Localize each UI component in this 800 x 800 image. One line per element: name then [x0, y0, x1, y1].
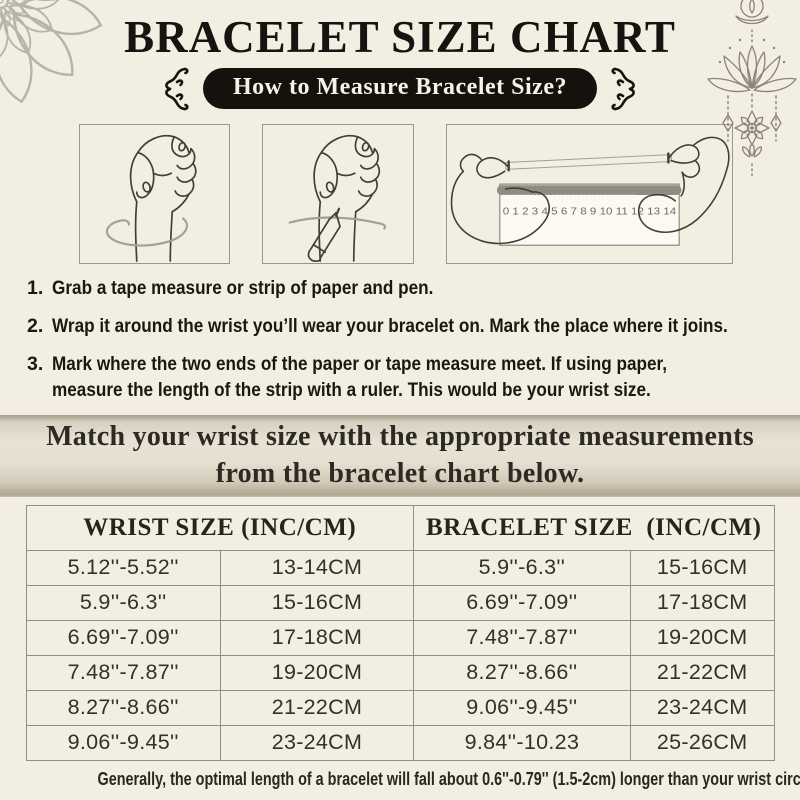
wrist-cm-cell: 17-18CM — [219, 619, 414, 656]
instruction-text: Grab a tape measure or strip of paper an… — [52, 276, 434, 299]
bracelet-inch-cell: 6.69''-7.09'' — [412, 584, 631, 621]
flourish-left-icon — [165, 67, 189, 111]
bracelet-cm-cell: 23-24CM — [629, 689, 775, 726]
bracelet-cm-cell: 25-26CM — [629, 724, 775, 761]
illustration-wrap-wrist — [79, 123, 230, 264]
table-row: 8.27''-8.66'' 21-22CM 9.06''-9.45'' 23-2… — [25, 689, 775, 726]
page-title: BRACELET SIZE CHART — [124, 12, 676, 62]
size-table: WRIST SIZE (INC/CM) BRACELET SIZE (INC/C… — [25, 504, 775, 761]
bracelet-cm-cell: 19-20CM — [629, 619, 775, 656]
hand-with-tape-illustration — [105, 134, 197, 262]
bracelet-inch-cell: 7.48''-7.87'' — [412, 619, 631, 656]
bracelet-cm-cell: 15-16CM — [629, 549, 775, 586]
wrist-cm-cell: 21-22CM — [219, 689, 414, 726]
wrist-cm-cell: 23-24CM — [219, 724, 414, 761]
wrist-cm-cell: 19-20CM — [219, 654, 414, 691]
table-row: 9.06''-9.45'' 23-24CM 9.84''-10.23 25-26… — [25, 724, 775, 761]
match-size-banner: Match your wrist size with the appropria… — [0, 414, 800, 497]
hand-with-pen-illustration — [288, 134, 387, 262]
wrist-inch-cell: 6.69''-7.09'' — [25, 619, 221, 656]
wrist-cm-cell: 15-16CM — [219, 584, 414, 621]
footer-note: Generally, the optimal length of a brace… — [0, 769, 800, 790]
instruction-text: Mark where the two ends of the paper or … — [52, 352, 668, 401]
how-to-measure-pill[interactable]: How to Measure Bracelet Size? — [203, 68, 597, 110]
bracelet-size-header: BRACELET SIZE (INC/CM) — [412, 504, 775, 551]
subtitle-row: How to Measure Bracelet Size? — [0, 67, 800, 111]
bracelet-cm-cell: 17-18CM — [629, 584, 775, 621]
illustration-measure-ruler: 0 1 2 3 4 5 6 7 8 9 10 11 12 13 14 — [446, 123, 733, 264]
table-row: 7.48''-7.87'' 19-20CM 8.27''-8.66'' 21-2… — [25, 654, 775, 691]
bracelet-inch-cell: 9.06''-9.45'' — [412, 689, 631, 726]
instruction-text: Wrap it around the wrist you’ll wear you… — [52, 314, 728, 337]
bracelet-inch-cell: 8.27''-8.66'' — [412, 654, 631, 691]
illustration-mark-wrist — [262, 123, 414, 264]
illustration-row: 0 1 2 3 4 5 6 7 8 9 10 11 12 13 14 — [79, 123, 800, 264]
flourish-right-icon — [611, 67, 635, 111]
instruction-number: 3. — [27, 352, 44, 375]
table-row: 5.12''-5.52'' 13-14CM 5.9''-6.3'' 15-16C… — [25, 549, 775, 586]
hands-with-ruler-illustration: 0 1 2 3 4 5 6 7 8 9 10 11 12 13 14 — [450, 136, 730, 246]
bracelet-cm-cell: 21-22CM — [629, 654, 775, 691]
table-row: 6.69''-7.09'' 17-18CM 7.48''-7.87'' 19-2… — [25, 619, 775, 656]
table-row: 5.9''-6.3'' 15-16CM 6.69''-7.09'' 17-18C… — [25, 584, 775, 621]
table-header-row: WRIST SIZE (INC/CM) BRACELET SIZE (INC/C… — [25, 504, 775, 551]
wrist-inch-cell: 5.9''-6.3'' — [25, 584, 221, 621]
wrist-size-header: WRIST SIZE (INC/CM) — [25, 504, 414, 551]
wrist-inch-cell: 7.48''-7.87'' — [25, 654, 221, 691]
banner-line-2: from the bracelet chart below. — [215, 457, 585, 489]
footer-note-text: Generally, the optimal length of a brace… — [97, 768, 800, 789]
instruction-item-2: 2. Wrap it around the wrist you’ll wear … — [27, 313, 782, 339]
wrist-inch-cell: 9.06''-9.45'' — [25, 724, 221, 761]
ruler-numbers: 0 1 2 3 4 5 6 7 8 9 10 11 12 13 14 — [503, 206, 677, 217]
wrist-inch-cell: 5.12''-5.52'' — [25, 549, 221, 586]
instruction-item-3: 3. Mark where the two ends of the paper … — [27, 351, 782, 403]
instruction-item-1: 1. Grab a tape measure or strip of paper… — [27, 275, 782, 301]
instruction-number: 2. — [27, 314, 44, 337]
instructions-list: 1. Grab a tape measure or strip of paper… — [0, 264, 800, 403]
wrist-inch-cell: 8.27''-8.66'' — [25, 689, 221, 726]
bracelet-inch-cell: 9.84''-10.23 — [412, 724, 631, 761]
wrist-cm-cell: 13-14CM — [219, 549, 414, 586]
instruction-number: 1. — [27, 276, 44, 299]
bracelet-inch-cell: 5.9''-6.3'' — [412, 549, 631, 586]
banner-line-1: Match your wrist size with the appropria… — [46, 421, 754, 453]
